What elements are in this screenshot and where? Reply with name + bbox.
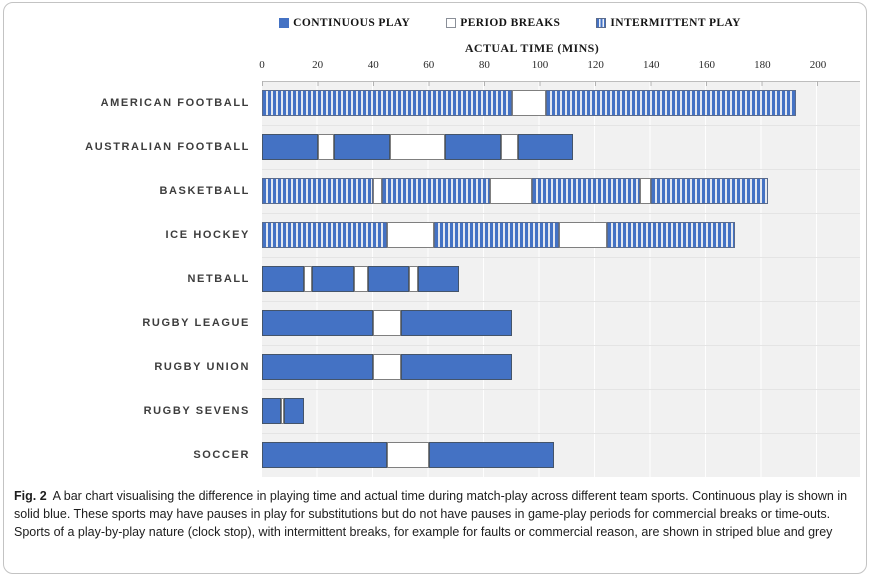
bar-track bbox=[262, 442, 860, 468]
chart-row: RUGBY SEVENS bbox=[12, 389, 860, 433]
x-axis-tickmarks bbox=[262, 81, 819, 86]
bar-segment-continuous bbox=[262, 266, 304, 292]
bar-segment-intermittent bbox=[262, 90, 513, 116]
bar-track bbox=[262, 398, 860, 424]
bar-segment-continuous bbox=[262, 398, 282, 424]
bar-segment-break bbox=[489, 178, 532, 204]
chart-plot: 0 20 40 60 80 100 120 140 160 180 200 AMERICAN FOO… bbox=[12, 57, 860, 481]
legend-swatch-intermittent-icon bbox=[596, 18, 607, 28]
bar-segment-break bbox=[387, 442, 429, 468]
bar-segment-break bbox=[353, 266, 368, 292]
bar-segment-break bbox=[303, 266, 313, 292]
x-axis-tick-label: 0 bbox=[259, 59, 265, 71]
bar-segment-intermittent bbox=[606, 222, 735, 248]
legend-label: CONTINUOUS PLAY bbox=[293, 17, 411, 29]
chart-row: SOCCER bbox=[12, 433, 860, 477]
bar-track bbox=[262, 222, 860, 248]
bar-segment-break bbox=[389, 134, 446, 160]
x-axis-tick-label: 200 bbox=[809, 59, 827, 71]
bar-segment-intermittent bbox=[531, 178, 641, 204]
legend-item-period-breaks: PERIOD BREAKS bbox=[446, 17, 560, 29]
bar-segment-break bbox=[559, 222, 607, 248]
bar-segment-break bbox=[501, 134, 518, 160]
bar-segment-continuous bbox=[262, 134, 318, 160]
bar-segment-break bbox=[373, 310, 401, 336]
x-axis-tick-labels: 0 20 40 60 80 100 120 140 160 180 200 bbox=[259, 59, 826, 74]
legend-swatch-continuous-icon bbox=[279, 18, 290, 28]
figure-caption-text: A bar chart visualising the difference i… bbox=[14, 489, 848, 540]
x-axis-tick-label: 100 bbox=[531, 59, 549, 71]
bar-track bbox=[262, 178, 860, 204]
chart-legend: CONTINUOUS PLAY PERIOD BREAKS INTERMITTE… bbox=[4, 15, 866, 31]
bar-track bbox=[262, 310, 860, 336]
legend-swatch-break-icon bbox=[446, 18, 457, 28]
figure-container: CONTINUOUS PLAY PERIOD BREAKS INTERMITTE… bbox=[3, 2, 867, 574]
x-axis-tick-label: 20 bbox=[312, 59, 324, 71]
bar-segment-continuous bbox=[334, 134, 390, 160]
bar-segment-break bbox=[640, 178, 652, 204]
figure-caption-label: Fig. 2 bbox=[14, 489, 47, 503]
legend-item-continuous-play: CONTINUOUS PLAY bbox=[279, 17, 410, 29]
bar-track bbox=[262, 134, 860, 160]
bar-segment-continuous bbox=[401, 354, 513, 380]
bar-segment-break bbox=[409, 266, 418, 292]
bar-segment-continuous bbox=[284, 398, 304, 424]
x-axis-tick-label: 140 bbox=[642, 59, 660, 71]
x-axis-tick-label: 40 bbox=[367, 59, 379, 71]
bar-segment-intermittent bbox=[651, 178, 768, 204]
x-axis-tick-label: 160 bbox=[698, 59, 716, 71]
category-label: ICE HOCKEY bbox=[165, 229, 250, 241]
bar-segment-intermittent bbox=[381, 178, 490, 204]
bar-segment-continuous bbox=[367, 266, 410, 292]
category-label: AUSTRALIAN FOOTBALL bbox=[85, 141, 250, 153]
bar-segment-continuous bbox=[445, 134, 502, 160]
bar-segment-continuous bbox=[401, 310, 513, 336]
bar-segment-continuous bbox=[517, 134, 574, 160]
chart-rows: AMERICAN FOOTBALL AUSTRALIAN FOOTBALL BASK… bbox=[12, 81, 860, 477]
category-label: RUGBY LEAGUE bbox=[142, 317, 250, 329]
bar-track bbox=[262, 354, 860, 380]
category-label: RUGBY SEVENS bbox=[143, 405, 250, 417]
x-axis-tick-label: 80 bbox=[478, 59, 490, 71]
x-axis-tick-label: 120 bbox=[587, 59, 604, 71]
category-label: BASKETBALL bbox=[159, 185, 250, 197]
bar-segment-continuous bbox=[417, 266, 460, 292]
x-axis-tick-label: 60 bbox=[423, 59, 435, 71]
bar-segment-break bbox=[373, 178, 382, 204]
bar-segment-intermittent bbox=[262, 178, 374, 204]
category-label: SOCCER bbox=[193, 449, 250, 461]
bar-segment-continuous bbox=[262, 354, 374, 380]
bar-segment-continuous bbox=[428, 442, 554, 468]
bar-segment-continuous bbox=[262, 442, 388, 468]
bar-segment-break bbox=[512, 90, 546, 116]
bar-segment-continuous bbox=[312, 266, 354, 292]
chart-row: AMERICAN FOOTBALL bbox=[12, 81, 860, 125]
bar-track bbox=[262, 90, 860, 116]
bar-segment-break bbox=[387, 222, 435, 248]
bar-segment-break bbox=[281, 398, 285, 424]
legend-label: PERIOD BREAKS bbox=[460, 17, 561, 29]
legend-item-intermittent-play: INTERMITTENT PLAY bbox=[596, 17, 740, 29]
x-axis-tick-label: 180 bbox=[754, 59, 771, 71]
category-label: AMERICAN FOOTBALL bbox=[100, 97, 250, 109]
x-axis-title: ACTUAL TIME (MINS) bbox=[464, 41, 600, 55]
chart-row: RUGBY UNION bbox=[12, 345, 860, 389]
bar-segment-intermittent bbox=[545, 90, 796, 116]
bar-segment-intermittent bbox=[262, 222, 388, 248]
category-label: NETBALL bbox=[187, 273, 250, 285]
bar-segment-continuous bbox=[262, 310, 374, 336]
bar-segment-intermittent bbox=[434, 222, 560, 248]
legend-label: INTERMITTENT PLAY bbox=[610, 17, 741, 29]
bar-segment-break bbox=[317, 134, 335, 160]
bar-track bbox=[262, 266, 860, 292]
chart-row: AUSTRALIAN FOOTBALL bbox=[12, 125, 860, 169]
chart-row: RUGBY LEAGUE bbox=[12, 301, 860, 345]
chart-row: NETBALL bbox=[12, 257, 860, 301]
chart-row: BASKETBALL bbox=[12, 169, 860, 213]
chart-row: ICE HOCKEY bbox=[12, 213, 860, 257]
bar-segment-break bbox=[373, 354, 401, 380]
category-label: RUGBY UNION bbox=[154, 361, 250, 373]
